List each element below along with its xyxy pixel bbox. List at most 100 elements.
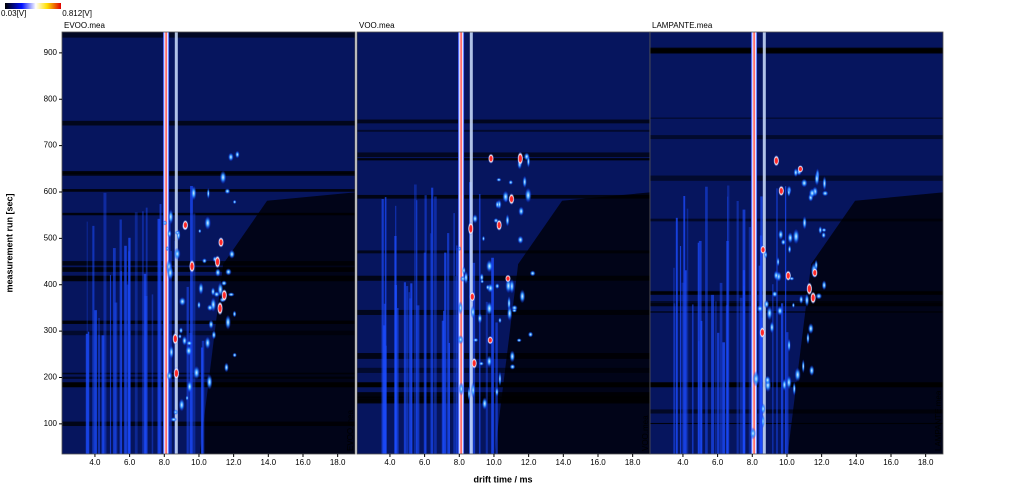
x-tick-label: 12.0 — [814, 458, 830, 467]
y-tick-label: 900 — [44, 48, 58, 57]
streak — [408, 292, 410, 454]
streak — [143, 273, 147, 454]
streak — [444, 252, 447, 454]
streak — [772, 284, 774, 454]
spot — [198, 282, 204, 295]
reactant-peak-2 — [469, 32, 473, 454]
spot — [481, 235, 486, 242]
heatmap-image — [357, 32, 650, 454]
streak — [717, 332, 720, 454]
spot — [208, 319, 214, 330]
spot — [529, 270, 536, 277]
spot — [206, 187, 210, 200]
spot — [780, 238, 786, 246]
spot — [776, 305, 784, 316]
spot — [815, 292, 823, 300]
streak — [739, 297, 743, 454]
dark-band — [650, 290, 943, 294]
streak — [448, 342, 450, 454]
dark-band — [650, 302, 943, 307]
spot — [480, 279, 485, 284]
streak — [384, 345, 387, 454]
dark-band — [650, 175, 943, 181]
spot — [225, 314, 231, 330]
spot — [822, 176, 827, 191]
dark-band — [62, 32, 355, 38]
dark-band — [650, 382, 943, 388]
panel-title: LAMPANTE.mea — [652, 21, 713, 30]
hot-spot — [785, 270, 792, 282]
spot — [198, 228, 202, 234]
spot — [792, 228, 800, 245]
spot — [821, 190, 829, 197]
streak — [186, 286, 189, 454]
spot — [786, 375, 792, 390]
spot — [486, 301, 493, 316]
panel-corner-label: VOO.mea — [641, 415, 650, 451]
spot — [190, 185, 197, 201]
streak — [681, 282, 685, 454]
spot — [818, 225, 823, 235]
dark-band — [62, 212, 355, 216]
x-tick-label: 8.0 — [159, 458, 171, 467]
streak — [780, 303, 784, 454]
spot — [166, 265, 174, 281]
streak — [434, 196, 437, 454]
streak — [394, 285, 398, 454]
dark-band — [650, 117, 943, 119]
x-tick-label: 8.0 — [747, 458, 759, 467]
spot — [494, 283, 500, 290]
dark-region — [787, 192, 943, 454]
streak — [381, 199, 384, 454]
streak — [683, 196, 686, 454]
spot — [167, 229, 172, 238]
spot — [472, 337, 479, 343]
hot-spot — [217, 301, 224, 316]
x-tick-label: 16.0 — [590, 458, 606, 467]
dark-band — [357, 309, 650, 315]
spot — [206, 374, 213, 390]
spot — [509, 350, 516, 363]
spot — [472, 214, 478, 224]
spot — [495, 386, 499, 397]
y-tick-label: 300 — [44, 326, 58, 335]
streak — [403, 282, 406, 454]
x-tick-label: 4.0 — [677, 458, 689, 467]
streak — [722, 342, 725, 454]
spot — [518, 206, 525, 217]
streak — [200, 347, 204, 454]
streak — [491, 257, 494, 454]
spot — [506, 305, 513, 322]
x-tick-label: 14.0 — [556, 458, 572, 467]
dark-band — [357, 382, 650, 388]
dark-band — [62, 267, 355, 272]
streak — [128, 251, 130, 454]
panel-corner-label: EVOO.mea — [346, 410, 355, 451]
spot — [179, 327, 184, 334]
streak — [726, 240, 729, 454]
spot — [801, 359, 805, 374]
spot — [193, 365, 200, 380]
streak — [157, 218, 161, 454]
streak — [141, 211, 144, 454]
streak — [453, 213, 455, 454]
streak — [714, 301, 717, 454]
hot-spot — [773, 154, 780, 167]
dark-band — [62, 330, 355, 336]
spot — [185, 345, 193, 357]
spot — [219, 170, 227, 185]
hot-spot — [760, 245, 767, 255]
reactant-peak — [163, 32, 170, 454]
spot — [799, 295, 804, 305]
spot — [224, 188, 231, 195]
hot-spot — [214, 255, 221, 269]
streak — [719, 282, 723, 454]
spot — [214, 268, 221, 277]
hot-spot — [508, 193, 515, 205]
spot — [773, 270, 779, 281]
dark-band — [650, 135, 943, 140]
spot — [213, 291, 220, 298]
spot — [764, 375, 771, 385]
x-tick-label: 10.0 — [779, 458, 795, 467]
streak — [698, 341, 700, 454]
